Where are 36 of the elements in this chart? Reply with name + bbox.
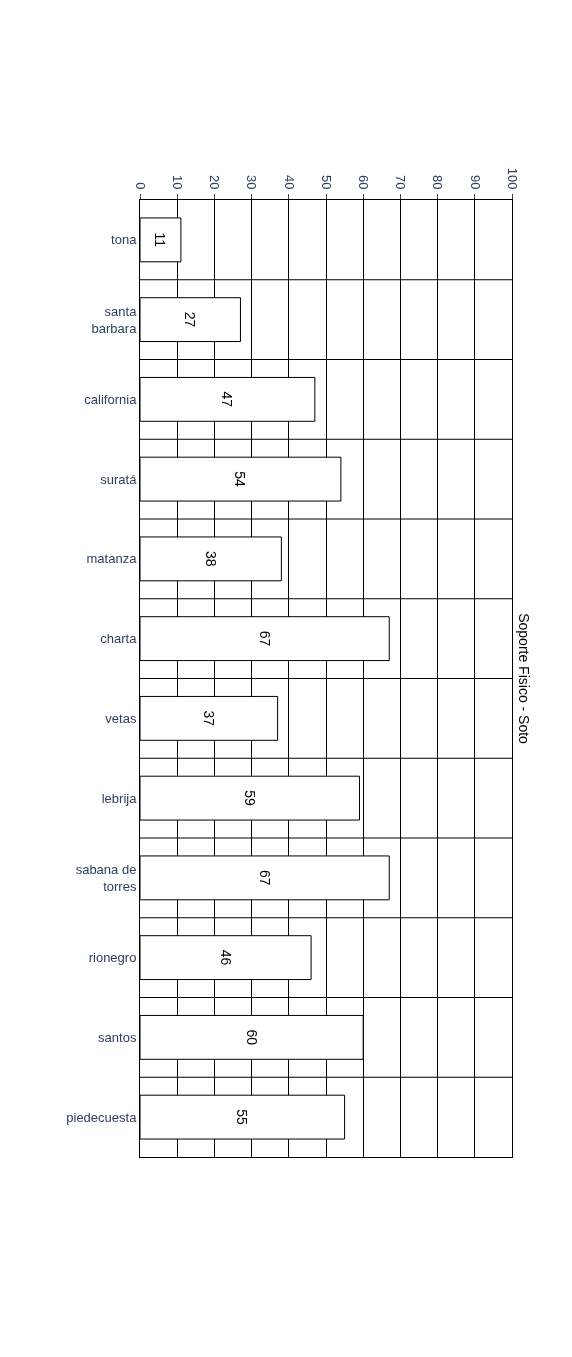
- data-label: 67: [256, 630, 273, 647]
- data-label: 27: [182, 311, 199, 328]
- y-tick-label: matanza: [86, 551, 138, 567]
- x-tick-label: 90: [467, 174, 483, 190]
- x-tick-label: 40: [281, 174, 297, 190]
- x-tick-label: 50: [318, 174, 334, 190]
- x-tick-label: 60: [355, 174, 371, 190]
- x-tick-label: 20: [207, 174, 223, 190]
- x-tick-label: 10: [169, 174, 185, 190]
- y-tick-label: sabana de torres: [75, 861, 137, 894]
- y-tick-label: piedecuesta: [66, 1109, 138, 1125]
- y-tick-label: vetas: [105, 710, 137, 726]
- text: Soporte Fisico - Soto: [515, 613, 532, 745]
- y-tick-label: lebrija: [101, 790, 138, 806]
- data-label: 54: [232, 471, 249, 488]
- y-tick-label: tona: [111, 232, 138, 248]
- data-label: 60: [243, 1029, 260, 1046]
- y-tick-label: california: [84, 391, 138, 407]
- data-label: 47: [219, 391, 236, 408]
- y-tick-label: suratá: [100, 471, 138, 487]
- data-label: 67: [256, 869, 273, 886]
- x-tick-label: 0: [132, 182, 148, 190]
- x-tick-label: 100: [504, 167, 520, 190]
- x-tick-label: 30: [244, 174, 260, 190]
- y-tick-label: santos: [98, 1029, 137, 1045]
- data-label: 59: [241, 790, 258, 807]
- y-tick-label: santa barbara: [91, 303, 138, 336]
- y-tick-label: charta: [100, 631, 138, 647]
- y-tick-label: rionegro: [88, 950, 137, 966]
- data-label: 55: [234, 1109, 251, 1126]
- data-label: 38: [202, 550, 219, 567]
- x-tick-label: 80: [430, 174, 446, 190]
- x-tick-label: 70: [393, 174, 409, 190]
- data-label: 46: [217, 949, 234, 966]
- data-label: 11: [152, 232, 169, 248]
- data-label: 37: [200, 710, 217, 727]
